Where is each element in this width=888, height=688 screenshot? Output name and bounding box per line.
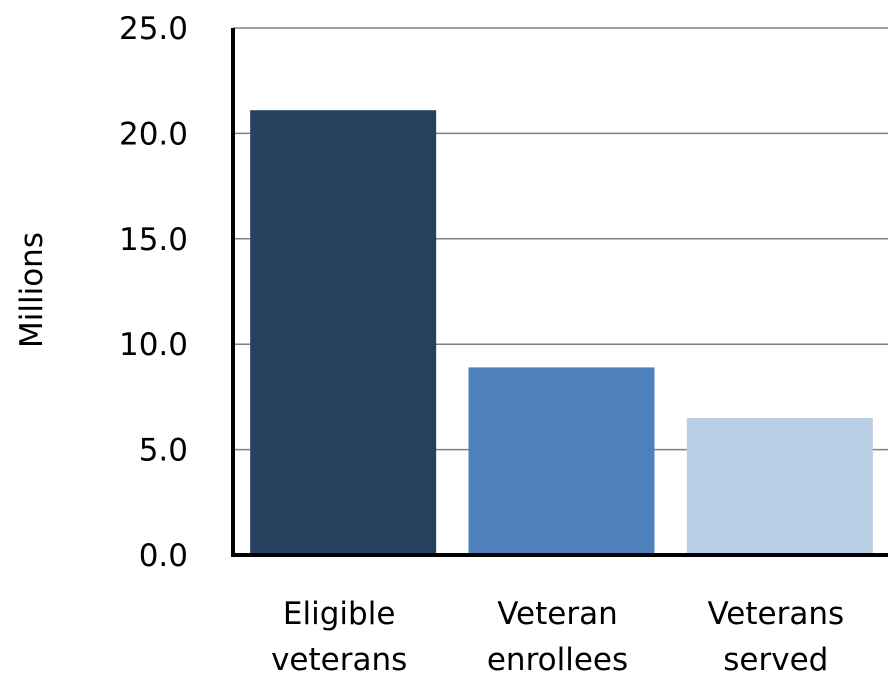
axes	[231, 28, 888, 557]
y-tick-label: 10.0	[119, 327, 188, 363]
x-category-label: Eligible veterans	[271, 596, 407, 678]
y-tick-label: 0.0	[139, 538, 188, 574]
y-tick-label: 20.0	[119, 116, 188, 152]
x-category-label: Veterans served	[708, 596, 845, 678]
y-axis-tick-labels: 0.0 5.0 10.0 15.0 20.0 25.0	[119, 11, 188, 574]
y-tick-label: 5.0	[139, 433, 188, 469]
bars	[250, 110, 873, 555]
y-tick-label: 15.0	[119, 222, 188, 258]
x-axis-category-labels: Eligible veterans Veteran enrollees Veterans…	[271, 596, 844, 678]
x-category-label: Veteran enrollees	[487, 596, 628, 678]
bar	[250, 110, 437, 555]
y-axis-title: Millions	[14, 232, 50, 348]
y-tick-label: 25.0	[119, 11, 188, 47]
bar	[686, 417, 873, 555]
bar	[468, 367, 655, 555]
